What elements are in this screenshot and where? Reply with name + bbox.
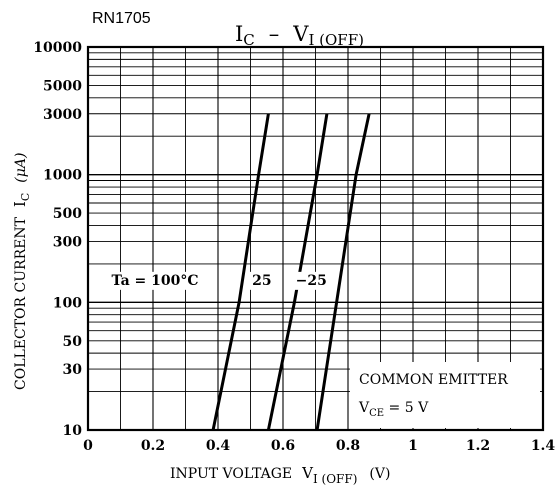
chart-title: IC – VI (OFF) xyxy=(235,22,364,49)
y-axis-label: COLLECTOR CURRENTIC(μA) xyxy=(11,153,32,390)
x-tick-labels: 0 0.2 0.4 0.6 0.8 1 1.2 1.4 xyxy=(83,438,555,454)
x-tick-label: 1 xyxy=(408,438,418,454)
x-axis-label: INPUT VOLTAGE VI (OFF) (V) xyxy=(170,464,390,486)
x-tick-label: 1.2 xyxy=(466,438,490,454)
y-tick-label: 1000 xyxy=(43,168,82,184)
x-tick-label: 0.8 xyxy=(336,438,360,454)
x-tick-label: 0.2 xyxy=(141,438,165,454)
data-curves xyxy=(211,113,371,431)
plot-frame xyxy=(86,45,545,432)
series-labels: Ta = 100°C 25 −25 xyxy=(108,271,330,290)
y-tick-label: 3000 xyxy=(43,107,82,123)
y-tick-label: 5000 xyxy=(43,78,82,94)
y-tick-label: 50 xyxy=(63,334,83,350)
series-label-3: −25 xyxy=(296,273,327,289)
x-tick-label: 0.4 xyxy=(206,438,231,454)
y-tick-label: 10000 xyxy=(33,40,82,56)
series-label-1: Ta = 100°C xyxy=(112,273,199,289)
annotation-box xyxy=(350,362,540,428)
x-tick-label: 0 xyxy=(83,438,93,454)
y-tick-label: 300 xyxy=(53,234,82,250)
curve-series-1 xyxy=(211,113,270,431)
annotation-common-emitter: COMMON EMITTER xyxy=(359,372,508,388)
y-tick-label: 100 xyxy=(53,295,82,311)
series-label-2: 25 xyxy=(252,273,271,289)
y-tick-label: 500 xyxy=(53,206,82,222)
x-tick-label: 0.6 xyxy=(271,438,295,454)
curve-series-3 xyxy=(315,113,371,431)
series-label-background xyxy=(108,271,202,290)
y-tick-label: 10 xyxy=(63,423,83,439)
part-number: RN1705 xyxy=(92,10,151,27)
x-tick-label: 1.4 xyxy=(531,438,556,454)
series-label-background xyxy=(292,271,330,290)
y-tick-labels: 10 30 50 100 300 500 1000 3000 5000 10000 xyxy=(33,40,82,439)
series-label-background xyxy=(249,271,275,290)
annotation-vce: VCE = 5 V xyxy=(358,400,429,419)
y-tick-label: 30 xyxy=(63,362,83,378)
curve-series-2 xyxy=(266,113,329,431)
